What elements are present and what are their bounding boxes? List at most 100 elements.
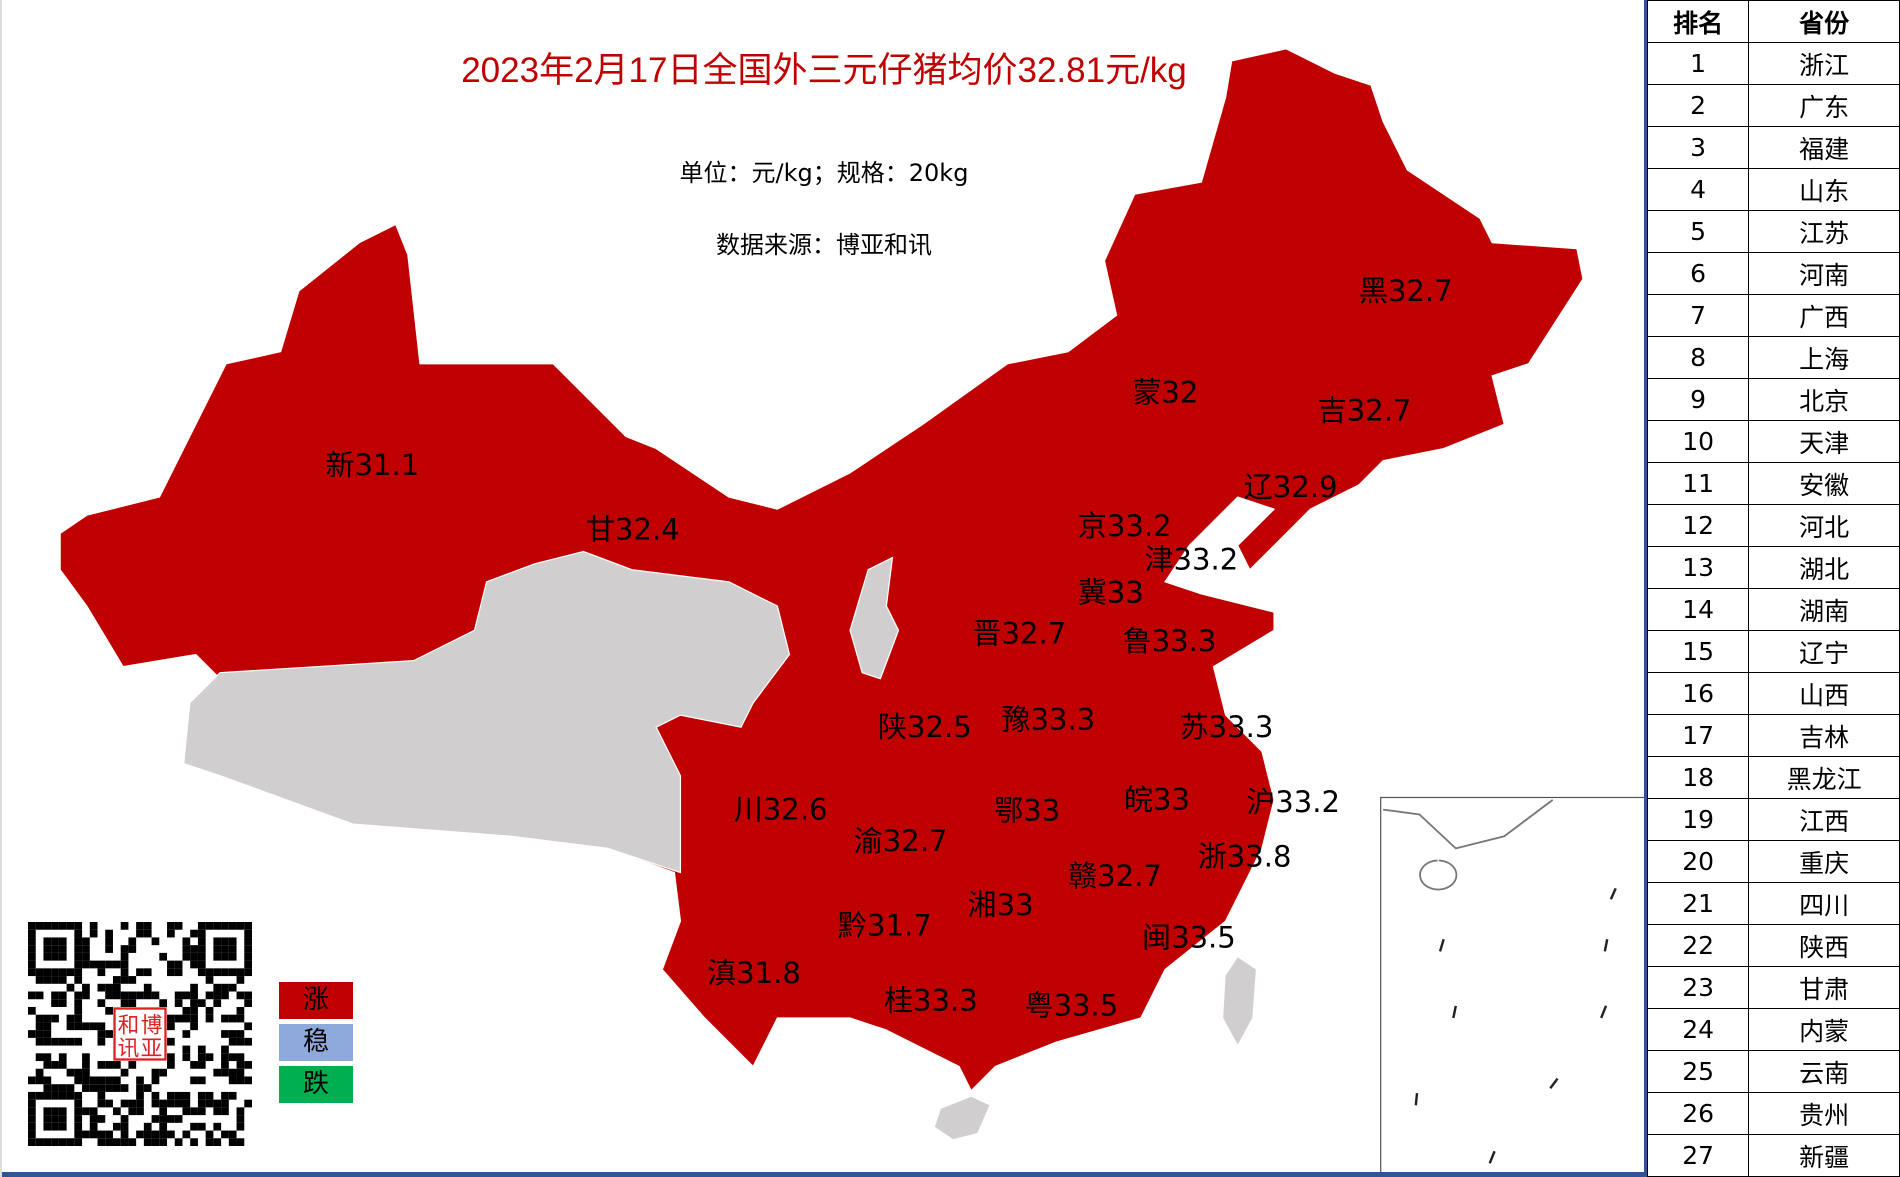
province-cell: 云南 (1748, 1050, 1900, 1093)
province-cell: 山西 (1748, 672, 1900, 715)
rank-cell: 23 (1646, 966, 1750, 1009)
table-row: 1 浙江 (1646, 42, 1900, 85)
hainan-nodata (934, 1096, 990, 1140)
rank-cell: 24 (1646, 1008, 1750, 1051)
province-cell: 安徽 (1748, 462, 1900, 505)
table-row: 14 湖南 (1646, 588, 1900, 631)
rank-cell: 5 (1646, 210, 1750, 253)
rank-cell: 14 (1646, 588, 1750, 631)
rank-cell: 3 (1646, 126, 1750, 169)
legend-item: 跌 (279, 1066, 353, 1103)
inset-coastline (1382, 799, 1554, 891)
rank-cell: 4 (1646, 168, 1750, 211)
table-row: 21 四川 (1646, 882, 1900, 925)
province-label: 沪33.2 (1246, 785, 1340, 819)
table-row: 24 内蒙 (1646, 1008, 1900, 1051)
province-label: 黑32.7 (1359, 274, 1453, 308)
rank-cell: 10 (1646, 420, 1750, 463)
province-label: 渝32.7 (854, 824, 948, 858)
rank-cell: 8 (1646, 336, 1750, 379)
table-row: 13 湖北 (1646, 546, 1900, 589)
table-row: 18 黑龙江 (1646, 756, 1900, 799)
rank-cell: 20 (1646, 840, 1750, 883)
rank-cell: 25 (1646, 1050, 1750, 1093)
table-row: 23 甘肃 (1646, 966, 1900, 1009)
province-label: 鲁33.3 (1123, 624, 1217, 658)
rank-cell: 17 (1646, 714, 1750, 757)
table-row: 25 云南 (1646, 1050, 1900, 1093)
table-row: 9 北京 (1646, 378, 1900, 421)
province-cell: 陕西 (1748, 924, 1900, 967)
legend-item: 稳 (279, 1024, 353, 1061)
province-label: 冀33 (1078, 575, 1144, 609)
province-label: 赣32.7 (1068, 859, 1162, 893)
taiwan-nodata (1223, 957, 1256, 1045)
table-row: 4 山东 (1646, 168, 1900, 211)
qinghai-tibet-nodata (183, 550, 791, 874)
province-labels: 黑32.7 蒙32 吉32.7 新31.1 辽32.9 甘32.4 京33.2津33.2冀3… (325, 274, 1452, 1023)
province-cell: 浙江 (1748, 42, 1900, 85)
table-row: 8 上海 (1646, 336, 1900, 379)
province-cell: 江西 (1748, 798, 1900, 841)
bottom-border (2, 1172, 1646, 1177)
province-label: 津33.2 (1144, 543, 1238, 577)
rank-cell: 16 (1646, 672, 1750, 715)
province-label: 蒙32 (1132, 376, 1198, 410)
province-cell: 湖北 (1748, 546, 1900, 589)
province-label: 桂33.3 (884, 984, 978, 1018)
province-label: 滇31.8 (707, 956, 801, 990)
province-cell: 重庆 (1748, 840, 1900, 883)
province-cell: 河北 (1748, 504, 1900, 547)
province-label: 浙33.8 (1198, 840, 1292, 874)
rank-cell: 15 (1646, 630, 1750, 673)
unit-note: 单位：元/kg；规格：20kg (679, 159, 969, 187)
rank-cell: 13 (1646, 546, 1750, 589)
province-label: 川32.6 (734, 792, 828, 826)
province-label: 甘32.4 (586, 512, 680, 546)
table-row: 27 新疆 (1646, 1134, 1900, 1177)
province-cell: 北京 (1748, 378, 1900, 421)
province-label: 黔31.7 (838, 909, 932, 943)
province-label: 晋32.7 (972, 617, 1066, 651)
table-row: 11 安徽 (1646, 462, 1900, 505)
inset-boundary-dashes (1414, 887, 1617, 1164)
svg-text:博: 博 (141, 1012, 163, 1037)
rank-cell: 11 (1646, 462, 1750, 505)
province-label: 豫33.3 (1001, 703, 1095, 737)
rank-cell: 12 (1646, 504, 1750, 547)
table-row: 2 广东 (1646, 84, 1900, 127)
province-label: 辽32.9 (1244, 470, 1338, 504)
rank-cell: 18 (1646, 756, 1750, 799)
table-row: 16 山西 (1646, 672, 1900, 715)
province-label: 京33.2 (1078, 509, 1172, 543)
rank-cell: 22 (1646, 924, 1750, 967)
province-cell: 黑龙江 (1748, 756, 1900, 799)
province-cell: 河南 (1748, 252, 1900, 295)
table-row: 3 福建 (1646, 126, 1900, 169)
province-cell: 上海 (1748, 336, 1900, 379)
china-price-map: 黑32.7 蒙32 吉32.7 新31.1 辽32.9 甘32.4 京33.2 津33.2 冀3… (0, 0, 1646, 1177)
table-row: 10 天津 (1646, 420, 1900, 463)
province-label: 闽33.5 (1142, 921, 1236, 955)
province-cell: 新疆 (1748, 1134, 1900, 1177)
rank-cell: 9 (1646, 378, 1750, 421)
table-row: 6 河南 (1646, 252, 1900, 295)
province-label: 粤33.5 (1025, 989, 1119, 1023)
table-row: 22 陕西 (1646, 924, 1900, 967)
map-svg: 黑32.7 蒙32 吉32.7 新31.1 辽32.9 甘32.4 京33.2津33.2冀3… (59, 48, 1646, 1177)
province-label: 苏33.3 (1180, 710, 1274, 744)
province-cell: 天津 (1748, 420, 1900, 463)
table-row: 7 广西 (1646, 294, 1900, 337)
table-row: 17 吉林 (1646, 714, 1900, 757)
province-cell: 江苏 (1748, 210, 1900, 253)
rank-cell: 2 (1646, 84, 1750, 127)
province-cell: 福建 (1748, 126, 1900, 169)
province-label: 新31.1 (325, 448, 419, 482)
province-cell: 四川 (1748, 882, 1900, 925)
province-cell: 湖南 (1748, 588, 1900, 631)
province-label: 皖33 (1124, 783, 1190, 817)
svg-text:和: 和 (118, 1012, 140, 1037)
province-label: 吉32.7 (1318, 394, 1412, 428)
table-row: 12 河北 (1646, 504, 1900, 547)
ningxia-nodata (849, 556, 900, 680)
